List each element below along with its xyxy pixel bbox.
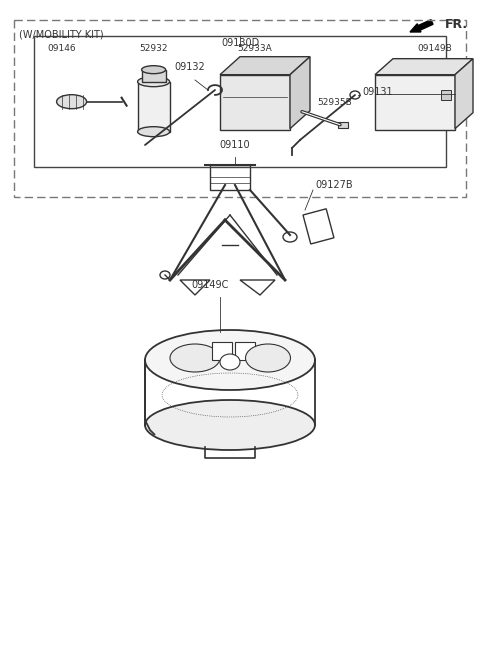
Polygon shape: [290, 56, 310, 129]
Text: 09146: 09146: [48, 44, 76, 53]
Ellipse shape: [170, 344, 220, 372]
Ellipse shape: [160, 271, 170, 279]
Text: 52933A: 52933A: [238, 44, 272, 53]
FancyArrow shape: [410, 20, 433, 32]
Ellipse shape: [245, 344, 290, 372]
Text: 09130D: 09130D: [221, 37, 259, 48]
Text: 09149C: 09149C: [192, 280, 228, 290]
Ellipse shape: [138, 127, 169, 136]
Bar: [210, 165, 250, 190]
Polygon shape: [455, 58, 473, 129]
Text: 09131: 09131: [362, 87, 393, 97]
Polygon shape: [180, 280, 210, 295]
Bar: [212, 342, 232, 360]
Text: 09110: 09110: [220, 140, 250, 150]
Ellipse shape: [57, 94, 86, 109]
Polygon shape: [220, 56, 310, 75]
Text: 09127B: 09127B: [315, 180, 353, 190]
Bar: [34, 36, 446, 167]
Bar: [441, 90, 451, 100]
Bar: [303, 209, 334, 244]
Bar: [220, 75, 290, 130]
Ellipse shape: [138, 77, 169, 87]
Ellipse shape: [145, 400, 315, 450]
Bar: [338, 121, 348, 128]
Polygon shape: [375, 58, 473, 75]
Text: 09132: 09132: [175, 62, 205, 72]
Polygon shape: [240, 280, 275, 295]
Ellipse shape: [283, 232, 297, 242]
Bar: [142, 70, 166, 82]
Text: 52932: 52932: [139, 44, 168, 53]
Ellipse shape: [350, 91, 360, 99]
Text: 52935B: 52935B: [318, 98, 352, 107]
Ellipse shape: [142, 66, 166, 73]
Text: FR.: FR.: [445, 18, 468, 31]
Text: 09149B: 09149B: [418, 44, 452, 53]
Bar: [235, 342, 255, 360]
Ellipse shape: [220, 354, 240, 370]
Ellipse shape: [145, 330, 315, 390]
Bar: [138, 82, 169, 132]
Text: (W/MOBILITY KIT): (W/MOBILITY KIT): [19, 30, 104, 39]
Bar: [375, 75, 455, 130]
Bar: [14, 20, 466, 197]
